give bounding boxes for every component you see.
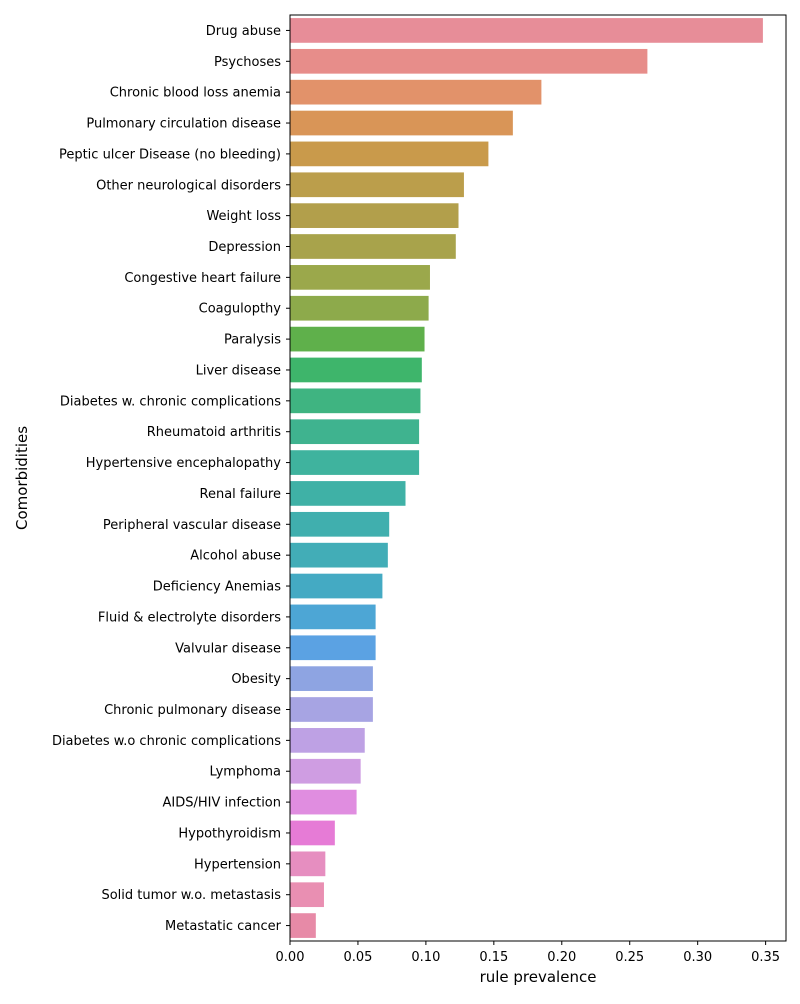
bar-5 bbox=[290, 172, 464, 198]
y-tick-label: Pulmonary circulation disease bbox=[86, 117, 281, 132]
bar-25 bbox=[290, 789, 357, 815]
axes-layer: Drug abuse Psychoses Chronic blood loss an… bbox=[52, 14, 787, 965]
y-tick-label: Chronic pulmonary disease bbox=[104, 703, 281, 718]
x-tick-label: 0.00 bbox=[276, 950, 305, 965]
y-tick-label: Rheumatoid arthritis bbox=[147, 425, 281, 440]
bar-0 bbox=[290, 18, 763, 43]
plot-frame bbox=[289, 14, 787, 942]
bar-20 bbox=[290, 635, 376, 661]
y-tick-label: Deficiency Anemias bbox=[153, 580, 282, 595]
bar-26 bbox=[290, 820, 335, 846]
y-tick-label: Depression bbox=[208, 240, 281, 255]
bar-1 bbox=[290, 48, 648, 74]
x-tick-label: 0.20 bbox=[547, 950, 576, 965]
bar-6 bbox=[290, 203, 459, 228]
bar-3 bbox=[290, 110, 513, 136]
bar-12 bbox=[290, 388, 421, 414]
bar-16 bbox=[290, 511, 390, 537]
y-tick-label: Weight loss bbox=[206, 209, 281, 224]
x-tick-label: 0.10 bbox=[411, 950, 440, 965]
bar-10 bbox=[290, 326, 425, 352]
y-tick-label: Fluid & electrolyte disorders bbox=[98, 610, 281, 625]
y-tick-label: Renal failure bbox=[200, 487, 281, 502]
y-tick-label: AIDS/HIV infection bbox=[163, 796, 281, 811]
y-tick-label: Metastatic cancer bbox=[165, 919, 282, 934]
x-tick-label: 0.05 bbox=[343, 950, 372, 965]
y-tick-label: Congestive heart failure bbox=[124, 271, 281, 286]
bar-14 bbox=[290, 450, 420, 475]
bar-7 bbox=[290, 234, 456, 259]
y-tick-label: Peripheral vascular disease bbox=[103, 518, 281, 533]
y-tick-label: Peptic ulcer Disease (no bleeding) bbox=[59, 147, 281, 162]
x-tick-label: 0.30 bbox=[683, 950, 712, 965]
bars-layer bbox=[290, 18, 763, 938]
x-tick-label: 0.35 bbox=[751, 950, 780, 965]
y-tick-label: Chronic blood loss anemia bbox=[110, 86, 281, 101]
bar-17 bbox=[290, 542, 388, 568]
bar-9 bbox=[290, 295, 429, 321]
bar-8 bbox=[290, 265, 430, 290]
y-tick-label: Diabetes w.o chronic complications bbox=[52, 734, 281, 749]
x-tick-label: 0.15 bbox=[479, 950, 508, 965]
y-tick-label: Hypertension bbox=[194, 857, 281, 872]
y-tick-label: Coagulopthy bbox=[199, 302, 282, 317]
y-tick-label: Liver disease bbox=[196, 363, 281, 378]
y-tick-label: Valvular disease bbox=[175, 641, 281, 656]
y-tick-label: Drug abuse bbox=[206, 24, 281, 39]
y-tick-label: Obesity bbox=[231, 672, 281, 687]
y-tick-label: Alcohol abuse bbox=[190, 549, 281, 564]
bar-22 bbox=[290, 697, 373, 722]
bar-19 bbox=[290, 604, 376, 630]
y-tick-label: Paralysis bbox=[224, 333, 281, 348]
bar-21 bbox=[290, 666, 373, 691]
bar-27 bbox=[290, 851, 326, 877]
x-axis-title: rule prevalence bbox=[480, 968, 597, 986]
bar-11 bbox=[290, 357, 422, 383]
y-tick-label: Solid tumor w.o. metastasis bbox=[101, 888, 281, 903]
bar-29 bbox=[290, 913, 316, 938]
y-tick-label: Lymphoma bbox=[210, 765, 281, 780]
bar-23 bbox=[290, 728, 365, 753]
bar-18 bbox=[290, 573, 383, 599]
bar-13 bbox=[290, 419, 420, 445]
bar-15 bbox=[290, 481, 406, 506]
y-tick-label: Hypothyroidism bbox=[178, 826, 281, 841]
y-axis-title: Comorbidities bbox=[13, 426, 31, 530]
bar-28 bbox=[290, 882, 324, 908]
y-tick-label: Other neurological disorders bbox=[96, 178, 281, 193]
x-tick-label: 0.25 bbox=[615, 950, 644, 965]
y-tick-label: Hypertensive encephalopathy bbox=[86, 456, 282, 471]
y-tick-label: Diabetes w. chronic complications bbox=[60, 394, 281, 409]
bar-4 bbox=[290, 141, 489, 167]
y-tick-label: Psychoses bbox=[214, 55, 281, 70]
bar-2 bbox=[290, 79, 542, 105]
bar-24 bbox=[290, 758, 361, 784]
